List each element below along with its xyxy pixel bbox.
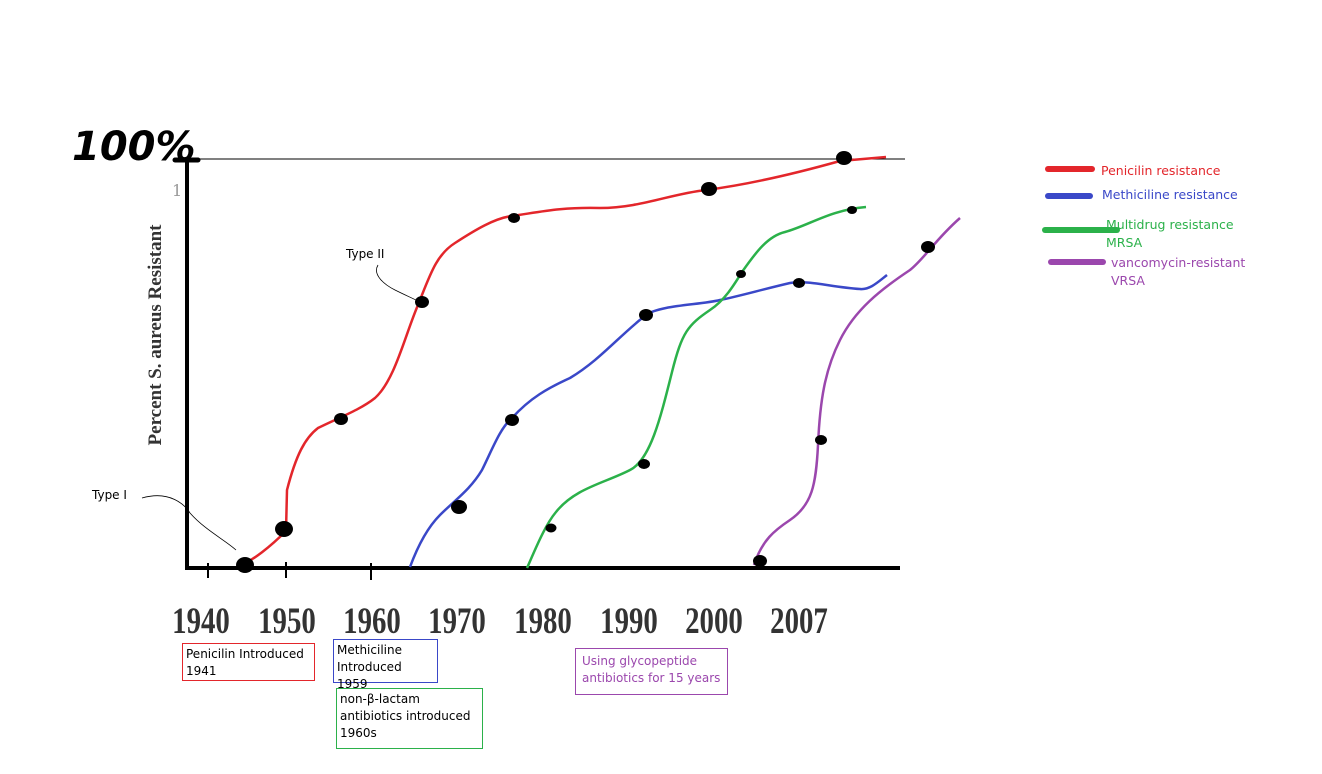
legend-label-penicilin: Penicilin resistance (1101, 163, 1221, 178)
data-point-marker (545, 523, 557, 533)
data-markers (236, 151, 935, 573)
y-axis-label: Percent S. aureus Resistant (145, 224, 166, 446)
x-tick-label: 1980 (514, 601, 572, 642)
data-point-marker (753, 555, 767, 567)
multidrug-resistance-line (525, 205, 867, 569)
x-tick-label: 2007 (770, 601, 828, 642)
type-i-label: Type I (91, 488, 127, 502)
x-tick-labels: 1940 1950 1960 1970 1980 1990 2000 2007 (172, 601, 828, 642)
x-tick-label: 2000 (685, 601, 743, 642)
data-point-marker (701, 182, 717, 196)
data-point-marker (415, 296, 429, 308)
type-ii-pointer (376, 264, 421, 303)
x-tick-label: 1940 (172, 601, 230, 642)
type-i-pointer (141, 495, 237, 551)
glycopeptide-note: Using glycopeptide antibiotics for 15 ye… (575, 648, 728, 695)
data-point-marker (815, 435, 827, 445)
x-tick-label: 1990 (600, 601, 658, 642)
data-point-marker (275, 521, 293, 537)
data-point-marker (638, 459, 650, 469)
non-beta-lactam-note: non-β-lactam antibiotics introduced 1960… (336, 688, 483, 749)
data-point-marker (639, 309, 653, 321)
y-top-label: 100% (72, 124, 196, 170)
x-tick-label: 1950 (258, 601, 316, 642)
legend-swatch-vancomycin (1048, 259, 1106, 265)
x-tick-label: 1960 (343, 601, 401, 642)
data-point-marker (236, 557, 254, 573)
penicilin-introduced-note: Penicilin Introduced 1941 (182, 643, 315, 681)
data-point-marker (334, 413, 348, 425)
legend-swatch-methiciline (1045, 193, 1093, 199)
data-point-marker (836, 151, 852, 165)
data-point-marker (921, 241, 935, 253)
type-ii-label: Type II (345, 247, 384, 261)
data-point-marker (847, 206, 857, 214)
y-tick-label: 1 (172, 181, 182, 200)
data-point-marker (793, 278, 805, 288)
x-tick-label: 1970 (428, 601, 486, 642)
data-point-marker (505, 414, 519, 426)
legend-swatch-multidrug (1042, 227, 1120, 233)
legend-swatch-penicilin (1045, 166, 1095, 172)
methiciline-resistance-line (408, 274, 888, 568)
methiciline-introduced-note: Methiciline Introduced 1959 (333, 639, 438, 691)
vancomycin-resistance-line (752, 217, 961, 566)
data-point-marker (736, 270, 746, 278)
legend-label-methiciline: Methiciline resistance (1102, 187, 1238, 202)
data-point-marker (451, 500, 467, 514)
legend-label-multidrug: Multidrug resistance MRSA (1106, 217, 1234, 250)
data-point-marker (508, 213, 520, 223)
penicilin-resistance-line (237, 155, 887, 568)
legend-label-vancomycin: vancomycin-resistant VRSA (1111, 255, 1246, 288)
